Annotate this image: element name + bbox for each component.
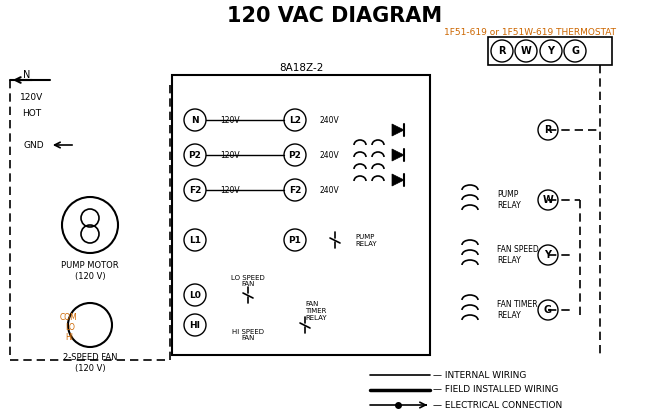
Polygon shape bbox=[392, 174, 404, 186]
Text: PUMP
RELAY: PUMP RELAY bbox=[497, 190, 521, 210]
Text: FAN TIMER
RELAY: FAN TIMER RELAY bbox=[497, 300, 537, 320]
Text: P2: P2 bbox=[188, 150, 202, 160]
Text: (120 V): (120 V) bbox=[74, 364, 105, 372]
Text: 120V: 120V bbox=[20, 93, 44, 101]
Text: R: R bbox=[544, 125, 552, 135]
Text: R: R bbox=[498, 46, 506, 56]
Text: G: G bbox=[571, 46, 579, 56]
Text: HI: HI bbox=[65, 333, 73, 341]
Polygon shape bbox=[392, 124, 404, 136]
Text: — ELECTRICAL CONNECTION: — ELECTRICAL CONNECTION bbox=[433, 401, 562, 409]
Text: (120 V): (120 V) bbox=[74, 272, 105, 282]
Text: F2: F2 bbox=[189, 186, 201, 194]
Text: HOT: HOT bbox=[22, 109, 41, 117]
Text: N: N bbox=[191, 116, 199, 124]
Text: P1: P1 bbox=[289, 235, 302, 245]
Text: 240V: 240V bbox=[320, 116, 340, 124]
Text: 240V: 240V bbox=[320, 186, 340, 194]
Text: 120V: 120V bbox=[220, 116, 240, 124]
Text: G: G bbox=[544, 305, 552, 315]
Text: 120 VAC DIAGRAM: 120 VAC DIAGRAM bbox=[227, 6, 443, 26]
Text: N: N bbox=[23, 70, 30, 80]
Text: GND: GND bbox=[23, 140, 44, 150]
Text: F2: F2 bbox=[289, 186, 302, 194]
Text: L2: L2 bbox=[289, 116, 301, 124]
Text: PUMP MOTOR: PUMP MOTOR bbox=[61, 261, 119, 269]
Text: 120V: 120V bbox=[220, 150, 240, 160]
Text: P2: P2 bbox=[289, 150, 302, 160]
Text: FAN
TIMER
RELAY: FAN TIMER RELAY bbox=[305, 301, 327, 321]
Text: HI: HI bbox=[190, 321, 200, 329]
Text: FAN SPEED
RELAY: FAN SPEED RELAY bbox=[497, 245, 539, 265]
Text: W: W bbox=[521, 46, 531, 56]
Text: PUMP
RELAY: PUMP RELAY bbox=[355, 233, 377, 246]
Text: Y: Y bbox=[547, 46, 555, 56]
Text: 240V: 240V bbox=[320, 150, 340, 160]
Text: HI SPEED
FAN: HI SPEED FAN bbox=[232, 328, 264, 341]
Text: W: W bbox=[543, 195, 553, 205]
Text: L1: L1 bbox=[189, 235, 201, 245]
Text: — INTERNAL WIRING: — INTERNAL WIRING bbox=[433, 370, 527, 380]
Text: L0: L0 bbox=[189, 290, 201, 300]
Polygon shape bbox=[392, 149, 404, 161]
Text: 120V: 120V bbox=[220, 186, 240, 194]
Text: Y: Y bbox=[545, 250, 551, 260]
Text: 2-SPEED FAN: 2-SPEED FAN bbox=[63, 354, 117, 362]
Text: COM: COM bbox=[60, 313, 78, 323]
Text: — FIELD INSTALLED WIRING: — FIELD INSTALLED WIRING bbox=[433, 385, 558, 395]
Text: LO: LO bbox=[65, 323, 75, 333]
Text: 1F51-619 or 1F51W-619 THERMOSTAT: 1F51-619 or 1F51W-619 THERMOSTAT bbox=[444, 28, 616, 36]
Text: LO SPEED
FAN: LO SPEED FAN bbox=[231, 274, 265, 287]
Text: 8A18Z-2: 8A18Z-2 bbox=[279, 63, 323, 73]
